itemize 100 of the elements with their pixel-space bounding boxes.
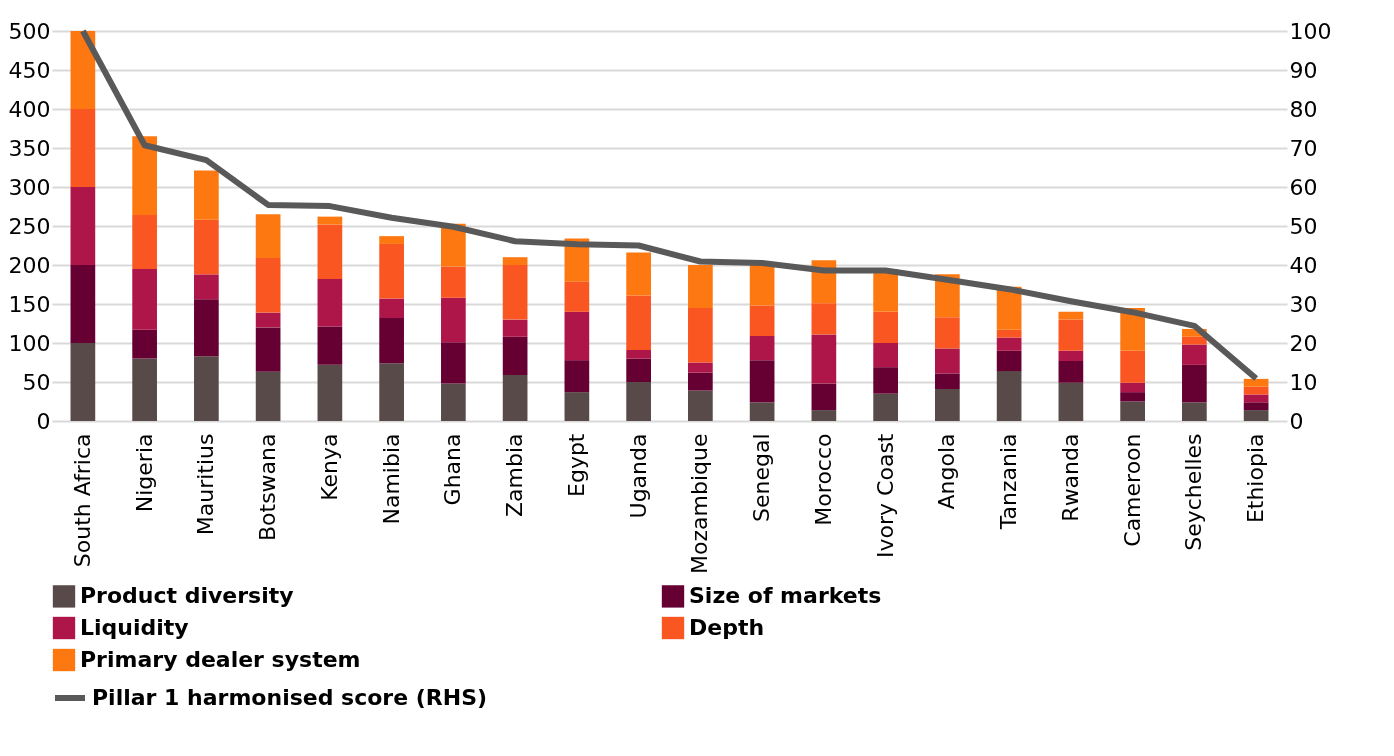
x-tick-label: Zambia xyxy=(502,433,528,518)
bar xyxy=(1182,364,1207,403)
bar xyxy=(564,281,590,312)
bar xyxy=(996,350,1022,372)
x-tick-label: Egypt xyxy=(563,433,589,497)
bar xyxy=(132,358,157,421)
x-tick-label: Ethiopia xyxy=(1243,433,1269,524)
bar xyxy=(688,372,713,391)
bar xyxy=(132,136,157,216)
bar xyxy=(688,265,713,308)
x-tick-label: Botswana xyxy=(255,433,281,542)
bar xyxy=(194,356,219,421)
x-tick-label: Tanzania xyxy=(996,433,1022,531)
bar xyxy=(811,334,837,384)
x-tick-label: Namibia xyxy=(378,433,404,525)
bar xyxy=(1120,382,1145,393)
bar xyxy=(379,243,404,299)
bar xyxy=(749,360,775,403)
y-tick-label: 400 xyxy=(8,96,51,122)
bar xyxy=(688,307,713,363)
bar xyxy=(194,299,219,357)
bar xyxy=(626,350,651,359)
x-tick-label: Cameroon xyxy=(1119,433,1145,547)
x-tick-label: Uganda xyxy=(625,433,651,519)
bar xyxy=(1058,319,1084,351)
bar xyxy=(1182,336,1207,345)
bar xyxy=(70,187,96,265)
bar xyxy=(255,214,281,258)
bar xyxy=(379,363,404,421)
bar xyxy=(441,342,466,384)
bar xyxy=(379,318,404,364)
bar xyxy=(749,335,775,361)
y2-tick-label: 40 xyxy=(1289,252,1318,278)
y2-tick-label: 70 xyxy=(1289,135,1318,161)
bar xyxy=(1120,401,1145,421)
bar xyxy=(70,265,96,343)
y-tick-label: 350 xyxy=(8,135,51,161)
legend-label: Size of markets xyxy=(689,583,882,609)
bar xyxy=(1058,360,1084,383)
bar xyxy=(70,343,96,421)
bar xyxy=(317,364,343,421)
y-tick-label: 200 xyxy=(8,252,51,278)
x-tick-label: South Africa xyxy=(69,433,95,568)
y2-tick-label: 90 xyxy=(1289,57,1318,83)
bar xyxy=(873,367,898,394)
bar xyxy=(1243,410,1269,421)
x-tick-label: Ivory Coast xyxy=(872,433,898,558)
bar xyxy=(194,274,219,300)
bar xyxy=(502,319,528,337)
bar xyxy=(1182,402,1207,421)
y-tick-label: 250 xyxy=(8,213,51,239)
legend-label: Primary dealer system xyxy=(80,647,361,672)
bar xyxy=(811,303,837,335)
bar xyxy=(502,374,528,421)
bar xyxy=(70,109,96,187)
bar xyxy=(1243,378,1269,387)
bar xyxy=(1120,392,1145,402)
bar xyxy=(317,279,343,327)
y2-tick-label: 50 xyxy=(1289,213,1318,239)
bar xyxy=(255,312,281,328)
bar xyxy=(132,215,157,269)
bar xyxy=(441,297,466,343)
bar xyxy=(317,326,343,365)
x-tick-label: Mozambique xyxy=(687,433,713,574)
bar xyxy=(626,358,651,382)
y-tick-label: 300 xyxy=(8,174,51,200)
y-tick-label: 500 xyxy=(8,18,51,44)
x-tick-label: Nigeria xyxy=(131,433,157,513)
x-tick-label: Morocco xyxy=(810,433,836,526)
y-tick-label: 150 xyxy=(8,291,51,317)
bar xyxy=(626,295,651,351)
x-tick-label: Seychelles xyxy=(1181,433,1207,551)
bar xyxy=(626,252,651,296)
bar xyxy=(1058,350,1084,361)
bar xyxy=(1058,382,1084,421)
y2-tick-label: 30 xyxy=(1289,291,1318,317)
bar xyxy=(317,224,343,280)
bar xyxy=(194,170,219,220)
legend-label: Liquidity xyxy=(80,615,189,640)
bar xyxy=(564,392,590,421)
bar xyxy=(996,337,1022,351)
bar xyxy=(379,236,404,244)
bar xyxy=(811,410,837,421)
y-tick-label: 50 xyxy=(22,369,51,395)
bar xyxy=(873,311,898,343)
y-tick-label: 450 xyxy=(8,57,51,83)
bar xyxy=(935,348,960,374)
x-tick-label: Mauritius xyxy=(193,433,219,536)
bar xyxy=(255,327,281,372)
bar xyxy=(1243,402,1269,411)
x-tick-label: Senegal xyxy=(749,433,775,523)
y2-tick-label: 10 xyxy=(1289,369,1318,395)
legend-label: Depth xyxy=(689,615,765,640)
bar xyxy=(132,268,157,330)
x-tick-label: Rwanda xyxy=(1057,433,1083,522)
y2-tick-label: 60 xyxy=(1289,174,1318,200)
bar xyxy=(379,298,404,319)
bar xyxy=(255,257,281,313)
bar xyxy=(564,311,590,361)
bar xyxy=(502,265,528,320)
